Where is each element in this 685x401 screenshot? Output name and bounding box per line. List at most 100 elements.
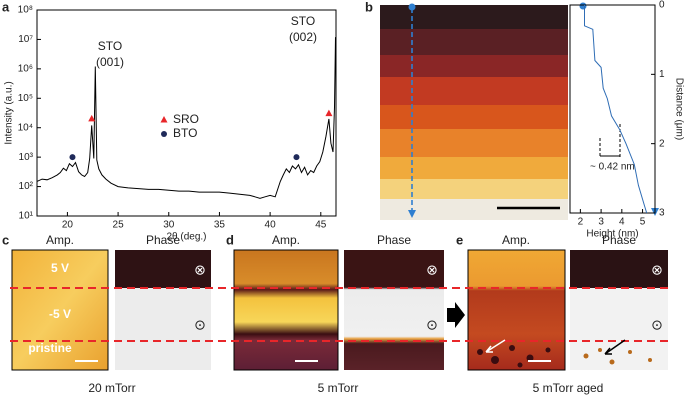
column-label: Amp.	[272, 233, 300, 247]
legend-marker	[160, 116, 168, 123]
column-label: Amp.	[502, 233, 530, 247]
y-tick-label: 3	[659, 208, 665, 219]
peak-marker	[69, 154, 76, 161]
x-tick-label: 30	[163, 220, 175, 231]
y-axis-label: Distance (μm)	[673, 78, 684, 140]
polarization-symbol: ⊗	[194, 262, 206, 278]
y-tick-label: 10⁶	[18, 63, 33, 74]
panel-letter: a	[2, 0, 10, 14]
afm-image	[380, 3, 568, 220]
column-label: Phase	[602, 233, 636, 247]
x-tick-label: 25	[113, 220, 125, 231]
x-tick-label: 4	[619, 217, 625, 228]
x-tick-label: 5	[640, 217, 646, 228]
plot-frame	[569, 4, 656, 214]
polarization-symbol: ⊗	[426, 262, 438, 278]
terrace	[380, 105, 568, 129]
spot	[583, 353, 589, 359]
height-bracket	[599, 124, 621, 158]
amp-image	[233, 249, 339, 371]
x-axis-label: 2θ (deg.)	[166, 232, 206, 243]
panel-letter: b	[365, 0, 373, 14]
peak-label: STO	[291, 14, 315, 28]
spot	[491, 356, 499, 364]
y-tick-label: 10¹	[19, 211, 34, 222]
terrace	[380, 179, 568, 199]
y-tick-label: 10⁷	[18, 34, 33, 45]
peak-label: (002)	[289, 30, 317, 44]
y-tick-label: 10³	[19, 152, 34, 163]
spot	[648, 358, 652, 362]
spot	[598, 348, 602, 352]
step-annotation: ~ 0.42 nm	[590, 162, 635, 173]
amp-image	[11, 249, 109, 371]
column-label: Phase	[146, 233, 180, 247]
y-tick-label: 10⁴	[18, 122, 33, 133]
legend-label: SRO	[173, 112, 199, 126]
panel-letter: c	[2, 232, 9, 247]
process-arrow	[447, 302, 465, 328]
peak-marker	[293, 154, 300, 161]
peak-marker	[325, 109, 333, 117]
spot	[609, 359, 615, 365]
profile-start	[579, 2, 587, 10]
y-axis-label: Intensity (a.u.)	[4, 81, 15, 144]
y-tick-label: 2	[659, 138, 665, 149]
region-label: pristine	[28, 341, 72, 355]
phase-image	[344, 250, 444, 370]
spot	[545, 347, 551, 353]
y-tick-label: 10⁵	[18, 93, 33, 104]
terrace	[380, 5, 568, 29]
y-tick-label: 10²	[19, 181, 34, 192]
phase-image	[570, 250, 668, 288]
switched-spots	[583, 348, 652, 365]
terrace	[380, 157, 568, 179]
polarization-symbol: ⊙	[426, 317, 438, 333]
pointer-arrow	[485, 339, 506, 353]
polarization-symbol: ⊙	[651, 317, 663, 333]
terrace	[380, 55, 568, 77]
spot	[517, 362, 523, 368]
x-tick-label: 40	[265, 220, 277, 231]
column-label: Phase	[377, 233, 411, 247]
voltage-label: -5 V	[49, 307, 71, 321]
x-tick-label: 2	[578, 217, 584, 228]
data-line	[36, 37, 336, 199]
spot	[526, 354, 534, 362]
caption: 5 mTorr aged	[533, 381, 604, 395]
x-tick-label: 35	[214, 220, 226, 231]
caption: 20 mTorr	[88, 381, 135, 395]
y-tick-label: 1	[659, 69, 665, 80]
terrace	[380, 29, 568, 55]
y-tick-label: 0	[659, 0, 665, 11]
caption: 5 mTorr	[318, 381, 359, 395]
legend-marker	[161, 131, 167, 137]
x-axis-label: Height (nm)	[586, 229, 638, 240]
peak-label: (001)	[96, 55, 124, 69]
dark-spots	[477, 345, 551, 368]
images	[10, 249, 672, 371]
spot	[509, 345, 515, 351]
terrace	[380, 129, 568, 157]
data-line	[584, 5, 648, 214]
legend-label: BTO	[173, 126, 197, 140]
voltage-label: 5 V	[51, 261, 69, 275]
panel-letter: e	[456, 232, 463, 247]
pointer-arrow	[604, 339, 626, 355]
terrace	[380, 77, 568, 105]
terrace	[380, 199, 568, 220]
x-tick-label: 20	[62, 220, 74, 231]
spot	[628, 350, 632, 354]
peak-marker	[88, 114, 96, 122]
phase-image	[115, 250, 211, 288]
amp-image	[467, 249, 566, 371]
scan-start	[408, 3, 416, 11]
panel-letter: d	[226, 232, 234, 247]
spot	[477, 349, 483, 355]
x-tick-label: 45	[315, 220, 327, 231]
polarization-symbol: ⊙	[194, 317, 206, 333]
plot-frame	[36, 9, 337, 217]
peak-label: STO	[98, 39, 122, 53]
x-tick-label: 3	[598, 217, 604, 228]
